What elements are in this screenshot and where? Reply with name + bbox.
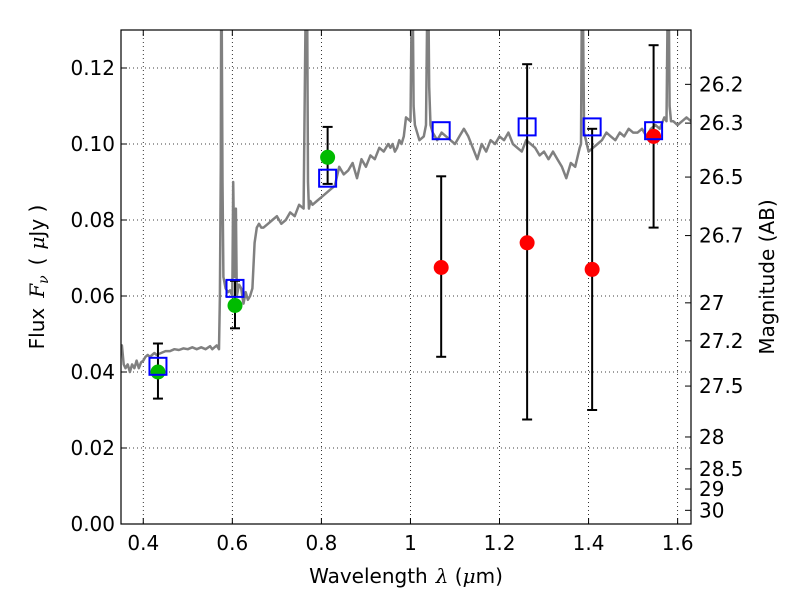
data-point-square bbox=[148, 356, 168, 376]
y-axis-title-text: Flux bbox=[25, 308, 49, 350]
x-axis-unit-open: ( bbox=[448, 564, 462, 588]
y-tick-label: 0.06 bbox=[70, 284, 115, 308]
data-point-square bbox=[517, 117, 537, 137]
y-tick-label: 0.04 bbox=[70, 360, 115, 384]
y2-tick-label: 29 bbox=[699, 477, 724, 501]
data-point-square bbox=[582, 117, 602, 137]
model-spectrum-line bbox=[121, 30, 691, 374]
grid-lines bbox=[121, 30, 691, 524]
data-point-square bbox=[225, 278, 245, 298]
y-axis-unit-mu: μ bbox=[25, 237, 49, 250]
y-tick-label: 0.10 bbox=[70, 132, 115, 156]
data-point-square bbox=[644, 121, 664, 141]
data-point-circle bbox=[646, 128, 662, 144]
y2-tick-label: 27.2 bbox=[699, 329, 744, 353]
y2-tick-label: 30 bbox=[699, 498, 724, 522]
x-axis-unit-close: m) bbox=[476, 564, 503, 588]
x-ticks: 0.4 0.6 0.8 1 1.2 1.4 1.6 bbox=[127, 30, 694, 555]
y-tick-label: 0.02 bbox=[70, 436, 115, 460]
x-axis-unit-mu: μ bbox=[463, 564, 476, 588]
y-tick-label: 0.00 bbox=[70, 512, 115, 536]
y2-axis-title: Magnitude (AB) bbox=[755, 199, 779, 354]
x-tick-label: 0.8 bbox=[305, 531, 337, 555]
markers-layer bbox=[148, 117, 664, 380]
x-tick-label: 1.6 bbox=[662, 531, 694, 555]
data-point-circle bbox=[519, 235, 535, 251]
data-point-circle bbox=[150, 364, 166, 380]
y2-tick-label: 28 bbox=[699, 425, 724, 449]
y2-tick-label: 27 bbox=[699, 291, 724, 315]
y-axis-symbol: F bbox=[25, 283, 49, 299]
y-axis-symbol-sub: ν bbox=[36, 275, 52, 284]
y2-tick-label: 26.2 bbox=[699, 72, 744, 96]
y2-tick-label: 26.3 bbox=[699, 111, 744, 135]
y-tick-label: 0.08 bbox=[70, 208, 115, 232]
x-axis-symbol: λ bbox=[435, 564, 449, 588]
y-axis-unit-close: Jy ) bbox=[25, 205, 49, 239]
x-tick-label: 0.4 bbox=[127, 531, 159, 555]
data-point-square bbox=[318, 168, 338, 188]
data-point-square bbox=[431, 121, 451, 141]
x-tick-label: 1.4 bbox=[573, 531, 605, 555]
x-tick-label: 0.6 bbox=[216, 531, 248, 555]
x-tick-label: 1 bbox=[404, 531, 417, 555]
y-axis-unit-open: ( bbox=[25, 258, 49, 266]
y2-tick-label: 27.5 bbox=[699, 374, 744, 398]
data-point-circle bbox=[433, 260, 449, 275]
y2-tick-label: 26.7 bbox=[699, 224, 744, 248]
y2-tick-label: 28.5 bbox=[699, 457, 744, 481]
plot-frame bbox=[120, 29, 692, 525]
x-tick-label: 1.2 bbox=[484, 531, 516, 555]
data-point-circle bbox=[584, 261, 600, 277]
x-axis-title-text: Wavelength bbox=[309, 564, 428, 588]
x-axis-title: Wavelength λ (μm) bbox=[309, 564, 503, 588]
data-point-circle bbox=[227, 298, 243, 313]
y-ticks: 0.00 0.02 0.04 0.06 0.08 0.10 0.12 bbox=[70, 56, 127, 536]
y-tick-label: 0.12 bbox=[70, 56, 115, 80]
model-spectrum-layer bbox=[121, 30, 691, 374]
y2-tick-label: 26.5 bbox=[699, 165, 744, 189]
data-point-circle bbox=[320, 149, 336, 165]
y-axis-title: Flux Fν ( μJy ) bbox=[25, 205, 52, 350]
